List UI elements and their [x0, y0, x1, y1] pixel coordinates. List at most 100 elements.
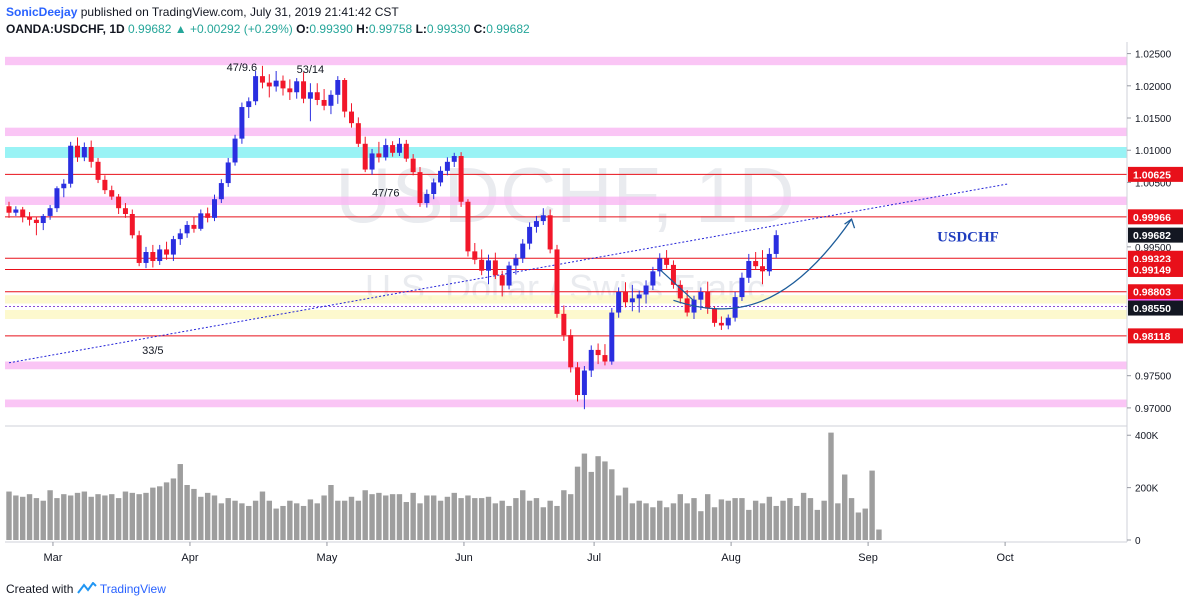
volume-bar — [389, 494, 396, 540]
candle-body — [280, 80, 286, 89]
candle-body — [301, 81, 307, 99]
volume-bar — [335, 500, 341, 540]
volume-bar — [67, 495, 74, 540]
volume-bar — [773, 505, 779, 540]
candle-body — [458, 156, 464, 202]
price-label-text: 1.00625 — [1133, 169, 1171, 181]
candle-body — [109, 190, 115, 197]
open-value: 0.99390 — [309, 22, 353, 36]
volume-tick-label: 200K — [1135, 484, 1159, 495]
candle-body — [390, 145, 396, 153]
volume-bar — [732, 498, 738, 540]
candle-body — [705, 291, 711, 309]
candle-body — [95, 161, 101, 180]
candle-body — [581, 370, 587, 396]
volume-bar — [129, 492, 135, 540]
candle-body — [595, 349, 601, 356]
price-label-bg — [1128, 166, 1183, 182]
candle-body — [342, 80, 348, 112]
candle-body — [561, 313, 567, 336]
time-axis[interactable]: Mar Apr May Jun Jul Aug Sep Oct — [43, 542, 1014, 564]
volume-bar — [636, 500, 642, 540]
volume-bar — [143, 492, 149, 540]
candle-body — [75, 145, 80, 158]
author-link[interactable]: SonicDeejay — [6, 5, 78, 19]
candle-body — [191, 224, 197, 229]
price-label-bg — [1128, 300, 1183, 316]
volume-bar — [547, 500, 553, 540]
candle-body — [376, 153, 382, 158]
tradingview-brand-link[interactable]: TradingView — [99, 582, 166, 596]
volume-bar — [568, 494, 574, 540]
low-label: L: — [415, 22, 427, 36]
candle-body — [184, 224, 190, 234]
candle-body — [61, 183, 67, 189]
candle-body — [349, 111, 354, 124]
candle-body — [129, 213, 135, 236]
volume-bar — [629, 503, 636, 540]
volume-bar — [780, 500, 786, 540]
candle-body — [417, 172, 423, 204]
candle-body — [766, 253, 772, 272]
high-value: 0.99758 — [368, 22, 413, 36]
symbol-label: OANDA:USDCHF, 1D — [6, 22, 125, 36]
candle-body — [739, 277, 745, 298]
chart-frame — [5, 42, 1128, 543]
candle-body — [259, 76, 265, 83]
close-value: 0.99682 — [486, 22, 530, 36]
volume-bar — [492, 503, 499, 540]
volume-bar — [20, 496, 26, 540]
volume-bar — [691, 498, 697, 540]
volume-bar — [424, 495, 430, 540]
price-tick-label: 1.02500 — [1135, 50, 1172, 61]
candle-body — [143, 252, 149, 263]
volume-bar — [122, 491, 129, 540]
candle-body — [506, 265, 512, 286]
candle-body — [68, 145, 74, 184]
volume-bar — [835, 503, 841, 540]
candle-body — [362, 143, 368, 170]
candle-body — [746, 261, 752, 278]
candle-body — [239, 107, 245, 139]
candle-body — [307, 92, 313, 99]
last-price: 0.99682 — [128, 22, 172, 36]
volume-bar — [828, 432, 834, 540]
zone-pink — [5, 127, 1127, 137]
price-label-text: 0.98803 — [1133, 287, 1171, 299]
volume-bar — [766, 496, 773, 540]
candle-body — [198, 213, 204, 229]
volume-bar — [465, 495, 471, 540]
volume-bar — [115, 498, 122, 540]
candle-body — [116, 196, 122, 209]
volume-bar — [109, 494, 115, 540]
candle-body — [403, 143, 409, 159]
volume-bar — [211, 495, 218, 540]
candle-body — [177, 233, 183, 240]
candle-body — [355, 123, 361, 144]
volume-bar — [485, 496, 492, 540]
candle-body — [609, 312, 615, 362]
volume-bar — [396, 494, 403, 540]
volume-bar — [787, 498, 793, 540]
volume-bar — [266, 500, 272, 540]
candle-body — [150, 252, 156, 262]
volume-bar — [410, 492, 416, 540]
candle-body — [451, 156, 457, 162]
candle-body — [13, 209, 19, 213]
volume-bar — [842, 474, 848, 540]
publish-line: SonicDeejay published on TradingView.com… — [6, 4, 1176, 21]
volume-bar — [40, 500, 46, 540]
candle-body — [218, 183, 224, 200]
volume-bar — [47, 490, 53, 540]
price-axis[interactable]: 1.02500 1.02000 1.01500 1.01000 1.00500 0.995… — [1127, 50, 1172, 415]
volume-bar — [170, 478, 177, 540]
volume-bar — [876, 529, 882, 540]
time-tick-label: Jun — [455, 552, 473, 564]
candle-body — [677, 284, 683, 299]
volume-bar — [561, 490, 567, 540]
volume-bar — [362, 490, 368, 540]
candle-body — [6, 206, 12, 213]
volume-bar — [848, 498, 855, 540]
volume-bar — [204, 492, 211, 540]
